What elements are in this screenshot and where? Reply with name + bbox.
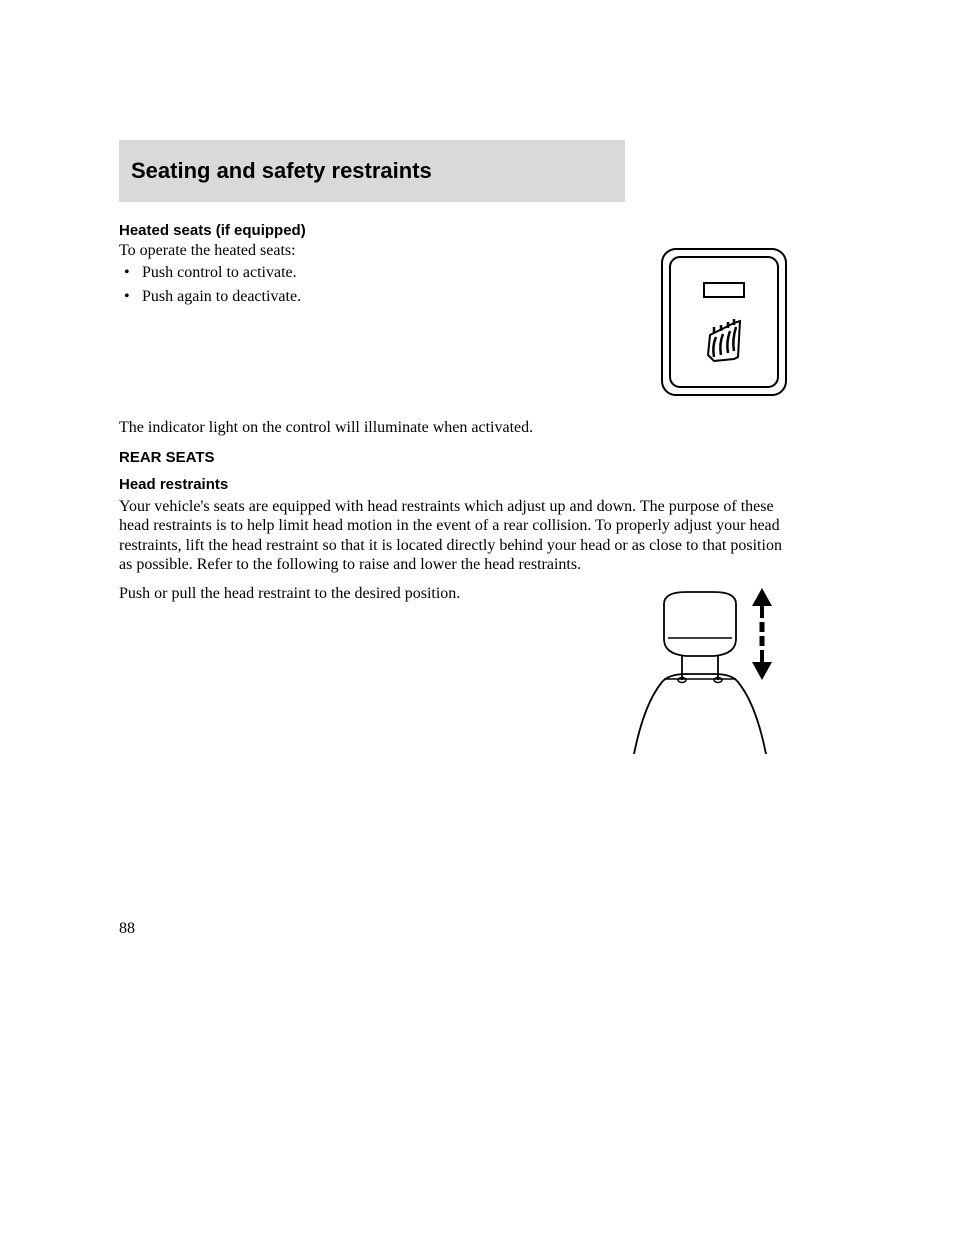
head-restraint-row: Push or pull the head restraint to the d… bbox=[119, 584, 794, 759]
heated-seats-intro: To operate the heated seats: bbox=[119, 241, 634, 260]
head-restraints-para: Your vehicle's seats are equipped with h… bbox=[119, 497, 794, 574]
section-header-bar: Seating and safety restraints bbox=[119, 140, 625, 202]
heated-seats-row: To operate the heated seats: • Push cont… bbox=[119, 241, 794, 406]
bullet-icon: • bbox=[124, 264, 142, 282]
bullet-text: Push again to deactivate. bbox=[142, 288, 301, 306]
bullet-icon: • bbox=[124, 288, 142, 306]
up-down-arrow-icon bbox=[752, 588, 772, 680]
list-item: • Push again to deactivate. bbox=[124, 288, 634, 306]
rear-seats-heading: REAR SEATS bbox=[119, 449, 794, 466]
bullet-text: Push control to activate. bbox=[142, 264, 297, 282]
head-restraints-heading: Head restraints bbox=[119, 476, 794, 493]
section-header-title: Seating and safety restraints bbox=[131, 158, 613, 184]
manual-page: Seating and safety restraints Heated sea… bbox=[0, 0, 954, 829]
head-restraint-illustration bbox=[614, 584, 794, 759]
heated-seats-text: To operate the heated seats: • Push cont… bbox=[119, 241, 654, 312]
headrest-icon bbox=[614, 584, 794, 754]
head-restraint-instruction: Push or pull the head restraint to the d… bbox=[119, 584, 594, 603]
heated-seats-heading: Heated seats (if equipped) bbox=[119, 222, 794, 239]
heated-seat-icon bbox=[654, 241, 794, 401]
heated-seat-control-illustration bbox=[654, 241, 794, 406]
page-number: 88 bbox=[119, 920, 135, 938]
head-restraint-text: Push or pull the head restraint to the d… bbox=[119, 584, 614, 607]
indicator-note: The indicator light on the control will … bbox=[119, 418, 794, 437]
list-item: • Push control to activate. bbox=[124, 264, 634, 282]
